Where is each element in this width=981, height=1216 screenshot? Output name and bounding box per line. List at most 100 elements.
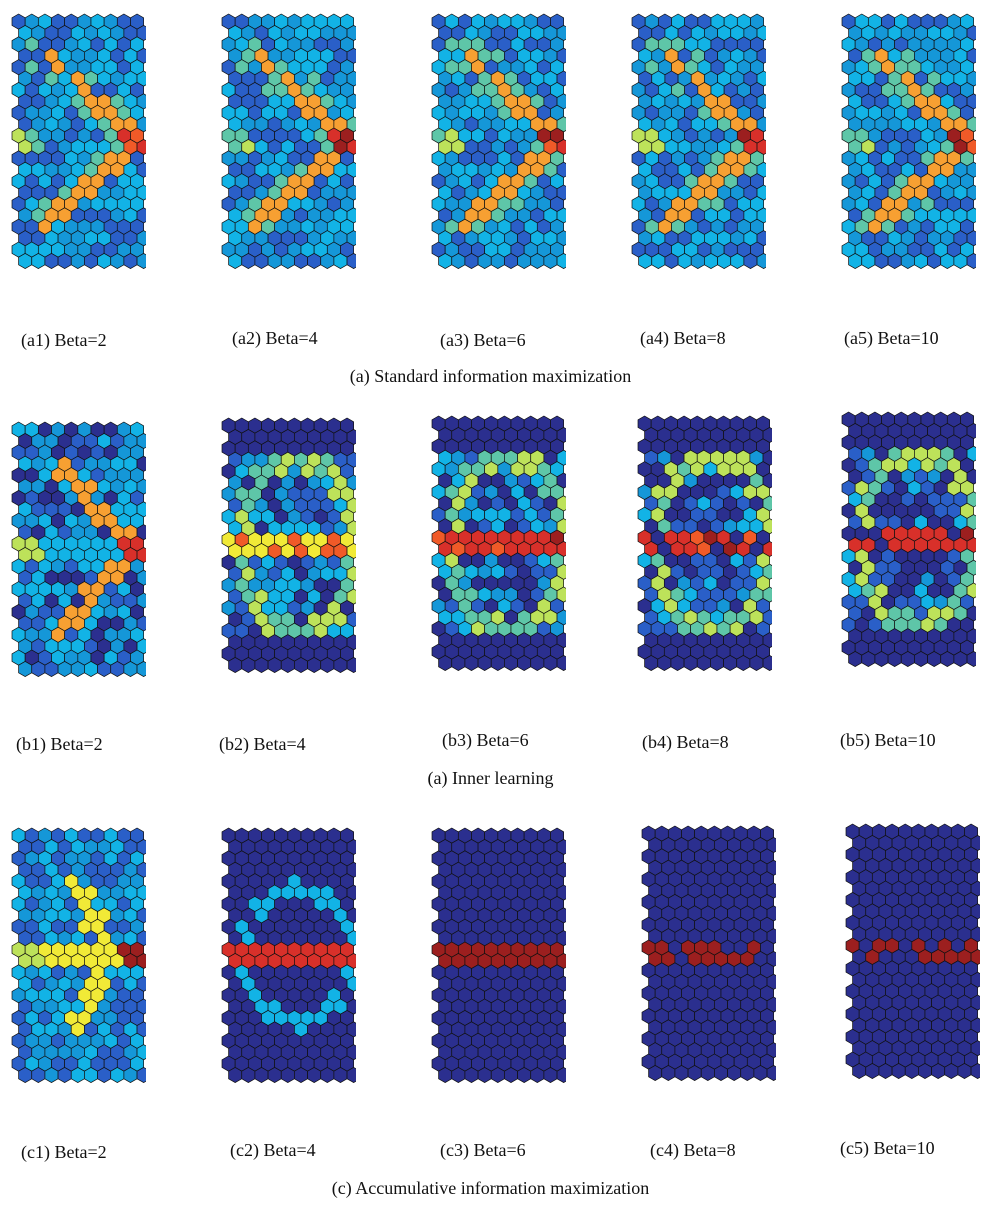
hex-cell xyxy=(18,660,33,678)
hex-cell xyxy=(966,650,976,668)
hex-cell xyxy=(683,654,698,672)
hex-map-b4 xyxy=(632,410,772,710)
hex-cell xyxy=(970,1062,980,1080)
hex-cell xyxy=(320,252,335,270)
hex-cell xyxy=(31,1066,46,1084)
hex-cell xyxy=(477,1066,492,1084)
hex-cell xyxy=(490,654,505,672)
hex-map-c3 xyxy=(426,822,566,1122)
hex-cell xyxy=(110,660,125,678)
hex-cell xyxy=(241,252,256,270)
hex-cell xyxy=(18,252,33,270)
hex-cell xyxy=(530,1066,545,1084)
hex-cell xyxy=(451,654,466,672)
caption-c2: (c2) Beta=4 xyxy=(230,1140,316,1160)
hex-cell xyxy=(267,656,282,674)
hex-cell xyxy=(110,1066,125,1084)
hex-cell xyxy=(254,1066,269,1084)
caption-c5: (c5) Beta=10 xyxy=(840,1138,935,1158)
hex-cell xyxy=(280,252,295,270)
hex-cell xyxy=(736,654,751,672)
hex-cell xyxy=(874,252,889,270)
hex-cell xyxy=(228,1066,243,1084)
hex-cell xyxy=(438,654,453,672)
hex-cell xyxy=(110,252,125,270)
hex-cell xyxy=(848,650,863,668)
hex-cell xyxy=(852,1062,867,1080)
hex-cell xyxy=(953,252,968,270)
caption-b3: (b3) Beta=6 xyxy=(442,730,529,750)
hex-cell xyxy=(914,650,928,668)
hex-cell xyxy=(530,654,545,672)
hex-cell xyxy=(307,252,322,270)
hex-cell xyxy=(927,650,942,668)
hex-cell xyxy=(700,1064,715,1082)
hex-cell xyxy=(874,650,889,668)
hex-map-a1 xyxy=(6,8,146,308)
hex-cell xyxy=(664,252,679,270)
hex-cell xyxy=(267,1066,282,1084)
hex-cell xyxy=(517,252,532,270)
hex-cell xyxy=(254,252,269,270)
hex-cell xyxy=(710,654,724,672)
hex-cell xyxy=(723,654,738,672)
hex-cell xyxy=(451,1066,466,1084)
hex-cell xyxy=(517,1066,532,1084)
hex-map-c5 xyxy=(840,818,980,1118)
caption-b4: (b4) Beta=8 xyxy=(642,732,729,752)
hex-cell xyxy=(97,252,112,270)
hex-cell xyxy=(638,252,653,270)
hex-cell xyxy=(714,1064,728,1082)
hex-cell xyxy=(333,1066,348,1084)
hex-cell xyxy=(346,1066,356,1084)
hex-cell xyxy=(887,650,902,668)
hex-cell xyxy=(704,252,718,270)
hex-cell xyxy=(267,252,282,270)
hex-cell xyxy=(687,1064,702,1082)
hex-cell xyxy=(931,1062,946,1080)
hex-cell xyxy=(918,1062,932,1080)
hex-cell xyxy=(228,252,243,270)
hex-cell xyxy=(123,252,138,270)
caption-a1: (a1) Beta=2 xyxy=(21,330,107,350)
caption-c4: (c4) Beta=8 xyxy=(650,1140,736,1160)
hex-cell xyxy=(44,1066,59,1084)
hex-cell xyxy=(136,252,146,270)
hex-cell xyxy=(861,650,876,668)
hex-cell xyxy=(861,252,876,270)
hex-cell xyxy=(294,252,308,270)
caption-c1: (c1) Beta=2 xyxy=(21,1142,107,1162)
hex-map-c2 xyxy=(216,822,356,1122)
hex-cell xyxy=(477,252,492,270)
hex-cell xyxy=(123,660,138,678)
hex-cell xyxy=(504,654,518,672)
hex-cell xyxy=(241,1066,256,1084)
hex-cell xyxy=(543,252,558,270)
hex-cell xyxy=(756,252,766,270)
hex-cell xyxy=(333,656,348,674)
hex-cell xyxy=(280,1066,295,1084)
hex-cell xyxy=(228,656,243,674)
hex-cell xyxy=(490,252,505,270)
hex-cell xyxy=(878,1062,893,1080)
hex-cell xyxy=(84,252,98,270)
hex-map-a5 xyxy=(836,8,976,308)
hex-cell xyxy=(556,1066,566,1084)
hex-cell xyxy=(543,1066,558,1084)
hex-cell xyxy=(940,252,955,270)
hex-cell xyxy=(661,1064,676,1082)
hex-cell xyxy=(307,656,322,674)
hex-cell xyxy=(97,660,112,678)
caption-a4: (a4) Beta=8 xyxy=(640,328,726,348)
hex-cell xyxy=(320,1066,335,1084)
hex-cell xyxy=(84,660,98,678)
hex-cell xyxy=(966,252,976,270)
hex-cell xyxy=(44,660,59,678)
hex-cell xyxy=(504,252,518,270)
hex-cell xyxy=(657,654,672,672)
hex-cell xyxy=(556,654,566,672)
hex-cell xyxy=(241,656,256,674)
hex-cell xyxy=(97,1066,112,1084)
hex-cell xyxy=(123,1066,138,1084)
hex-cell xyxy=(57,660,72,678)
